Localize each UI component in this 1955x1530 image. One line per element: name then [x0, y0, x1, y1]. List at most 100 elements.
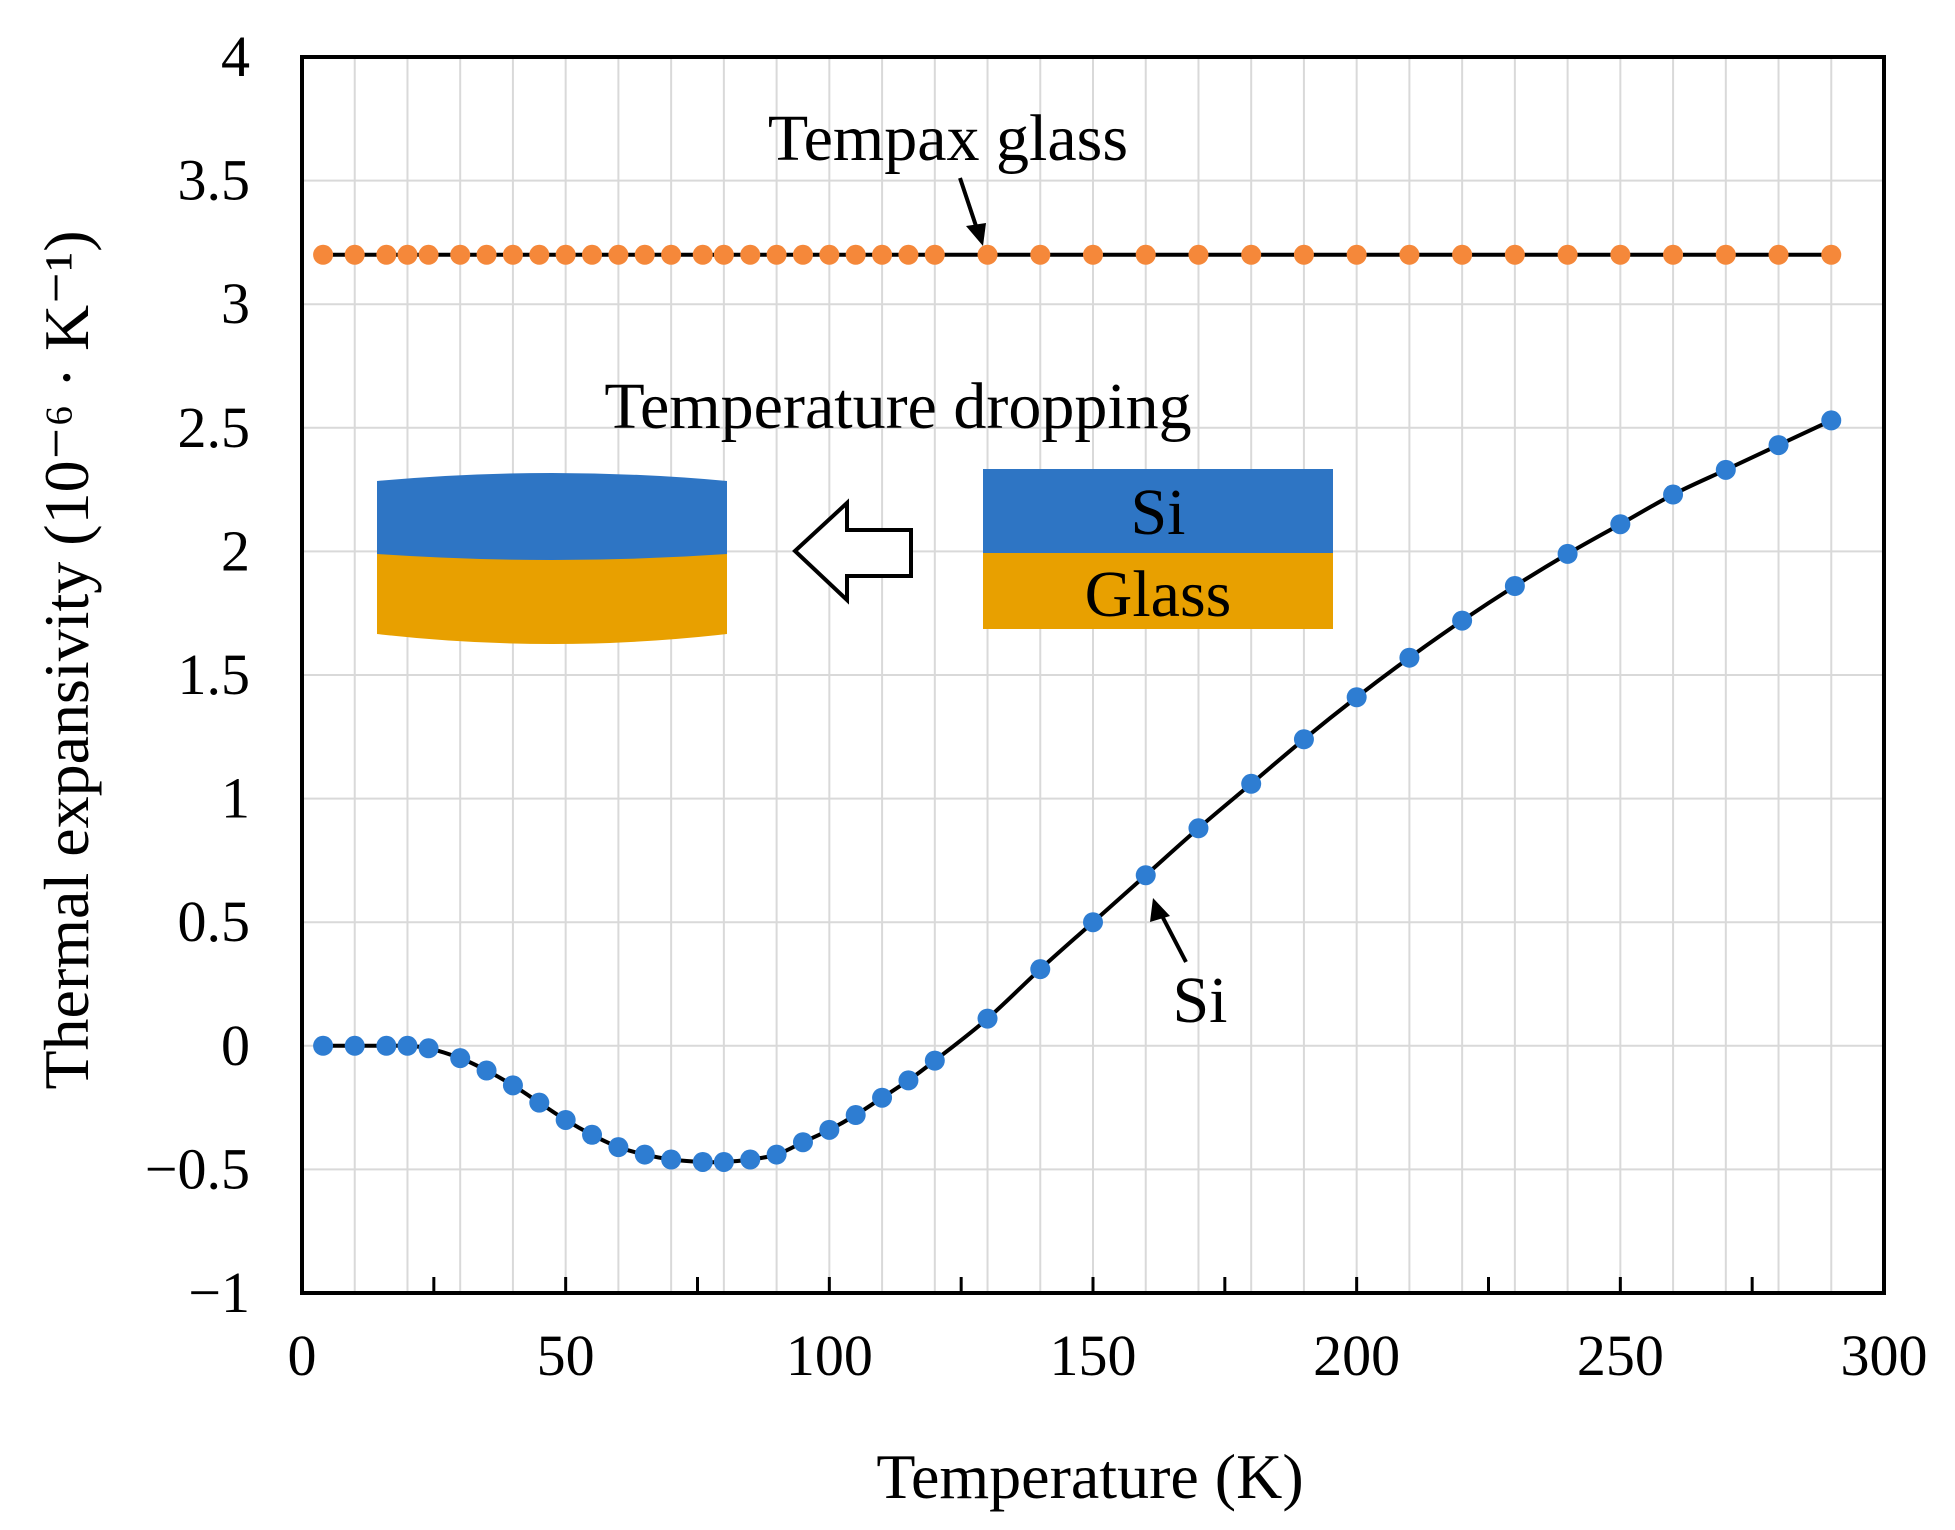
data-point: [819, 244, 840, 265]
data-point: [1821, 410, 1842, 431]
data-point: [661, 244, 682, 265]
data-point: [1188, 818, 1209, 839]
data-point: [450, 244, 471, 265]
series-tempax-glass: [313, 244, 1842, 265]
data-series: [313, 244, 1842, 1172]
data-point: [418, 1038, 439, 1059]
data-point: [502, 244, 523, 265]
data-point: [1504, 576, 1525, 597]
data-point: [661, 1149, 682, 1170]
y-tick-label: 1.5: [178, 642, 251, 707]
bent-si-layer: [377, 473, 727, 569]
data-point: [1188, 244, 1209, 265]
y-tick-label: 0.5: [178, 889, 251, 954]
data-point: [344, 244, 365, 265]
x-tick-label: 100: [786, 1323, 873, 1388]
data-point: [766, 244, 787, 265]
data-point: [1030, 244, 1051, 265]
data-point: [418, 244, 439, 265]
data-point: [740, 244, 761, 265]
data-point: [1610, 514, 1631, 535]
y-tick-label: 3: [221, 271, 250, 336]
data-point: [924, 1050, 945, 1071]
data-point: [450, 1048, 471, 1069]
x-axis-title: Temperature (K): [876, 1441, 1303, 1512]
data-point: [1715, 459, 1736, 480]
data-point: [1663, 244, 1684, 265]
data-point: [1399, 244, 1420, 265]
data-point: [1399, 647, 1420, 668]
y-tick-label: 1: [221, 766, 250, 831]
data-point: [1030, 959, 1051, 980]
data-point: [313, 1035, 334, 1056]
x-tick-label: 200: [1313, 1323, 1400, 1388]
data-point: [634, 1144, 655, 1165]
bent-glass-layer: [377, 554, 727, 644]
data-point: [1346, 687, 1367, 708]
data-point: [713, 1151, 734, 1172]
y-tick-label: 0: [221, 1013, 250, 1078]
y-tick-label: 2: [221, 518, 250, 583]
data-point: [1821, 244, 1842, 265]
data-point: [692, 244, 713, 265]
data-point: [1557, 543, 1578, 564]
data-point: [845, 244, 866, 265]
flat-si-label: Si: [1130, 476, 1185, 549]
data-point: [1293, 729, 1314, 750]
data-point: [1135, 865, 1156, 886]
si-arrow-icon: [1150, 898, 1188, 963]
data-point: [1452, 610, 1473, 631]
flat-glass-label: Glass: [1085, 558, 1232, 631]
tempax-glass-label: Tempax glass: [768, 102, 1128, 175]
data-point: [898, 244, 919, 265]
data-point: [1241, 244, 1262, 265]
data-point: [397, 1035, 418, 1056]
data-point: [608, 244, 629, 265]
data-point: [924, 244, 945, 265]
data-point: [1715, 244, 1736, 265]
x-tick-label: 0: [288, 1323, 317, 1388]
data-point: [1346, 244, 1367, 265]
data-point: [977, 1008, 998, 1029]
data-point: [1610, 244, 1631, 265]
data-point: [740, 1149, 761, 1170]
left-arrow-icon: [792, 498, 913, 605]
x-tick-label: 150: [1050, 1323, 1137, 1388]
data-point: [529, 1092, 550, 1113]
y-axis-title: Thermal expansivity (10⁻⁶ · K⁻¹): [31, 230, 102, 1089]
data-point: [692, 1151, 713, 1172]
data-point: [792, 1132, 813, 1153]
inset-title: Temperature dropping: [604, 370, 1191, 443]
data-point: [476, 244, 497, 265]
data-point: [608, 1137, 629, 1158]
data-point: [819, 1119, 840, 1140]
x-tick-label: 50: [537, 1323, 595, 1388]
data-point: [397, 244, 418, 265]
data-point: [1083, 244, 1103, 265]
y-tick-label: 4: [221, 24, 250, 89]
series-si: [313, 410, 1842, 1172]
flat-si-layer: [983, 469, 1333, 553]
tempax-arrow-icon: [958, 177, 986, 246]
data-point: [898, 1070, 919, 1091]
data-point: [845, 1105, 866, 1126]
data-point: [1452, 244, 1473, 265]
data-point: [1557, 244, 1578, 265]
data-point: [376, 1035, 397, 1056]
data-point: [792, 244, 813, 265]
data-point: [872, 244, 893, 265]
data-point: [555, 1109, 576, 1130]
data-point: [713, 244, 734, 265]
data-point: [529, 244, 550, 265]
data-point: [582, 1124, 603, 1145]
y-tick-label: 3.5: [178, 148, 251, 213]
data-point: [872, 1087, 893, 1108]
x-tick-label: 250: [1577, 1323, 1664, 1388]
data-point: [502, 1075, 523, 1096]
data-point: [1504, 244, 1525, 265]
si-curve-label: Si: [1172, 964, 1227, 1037]
y-tick-label: 2.5: [178, 395, 251, 460]
data-point: [766, 1144, 787, 1165]
data-point: [476, 1060, 497, 1081]
y-tick-label: −1: [188, 1260, 250, 1325]
